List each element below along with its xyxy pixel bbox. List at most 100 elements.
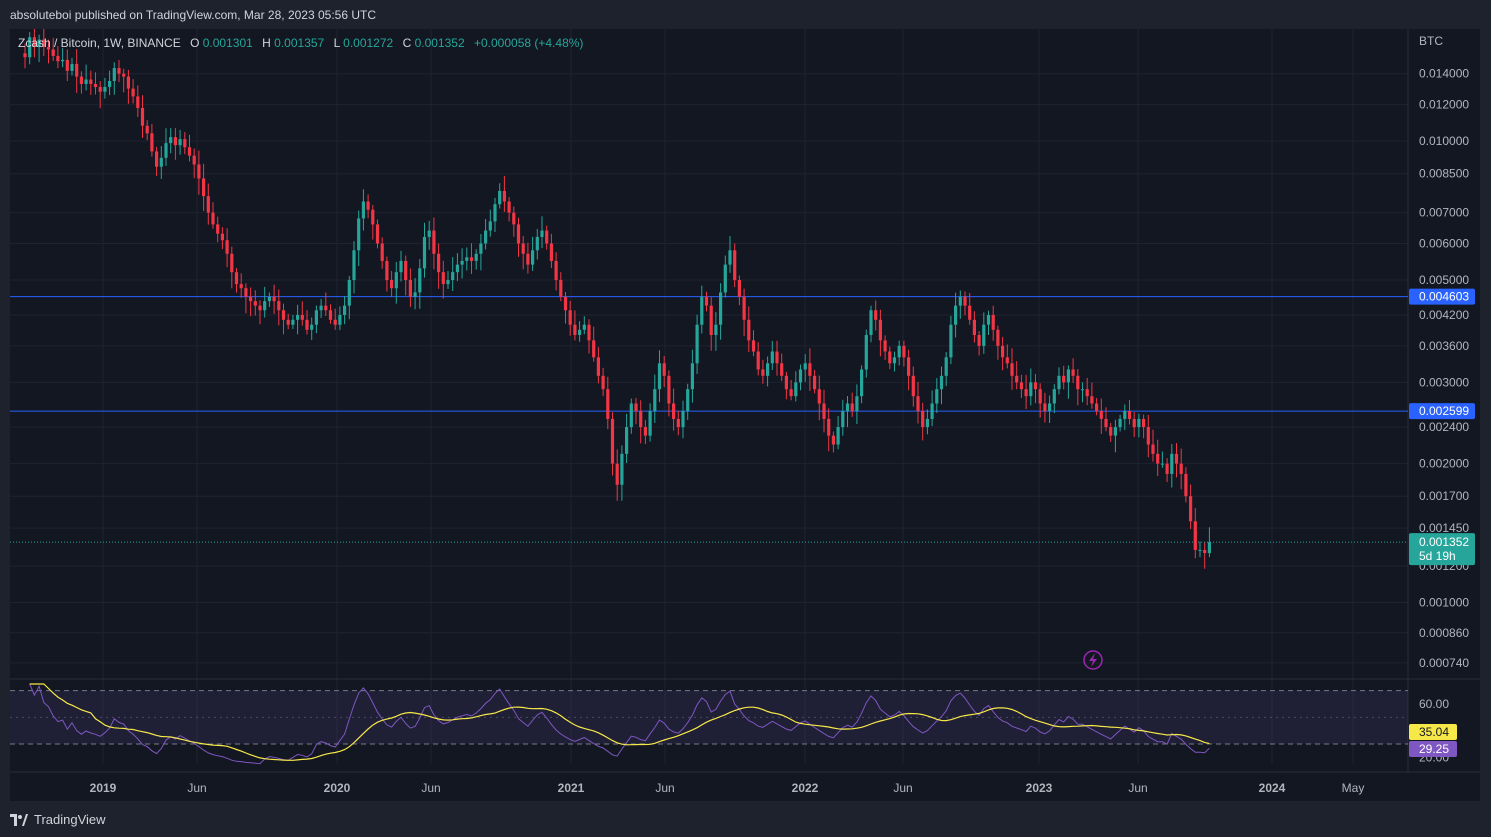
price-tick-label: 0.002000 (1419, 457, 1469, 471)
candle-body (244, 288, 248, 297)
candle-body (615, 463, 619, 485)
price-tick-label: 0.010000 (1419, 134, 1469, 148)
candle-body (249, 296, 253, 302)
rsi-tick-label: 60.00 (1419, 697, 1449, 711)
candle-body (347, 280, 351, 306)
candle-body (1066, 369, 1070, 383)
candle-body (573, 324, 577, 336)
candle-body (690, 363, 694, 390)
price-tick-label: 0.007000 (1419, 206, 1469, 220)
candle-body (140, 107, 145, 126)
candle-body (286, 319, 290, 325)
candle-body (418, 268, 422, 293)
candle-body (780, 363, 784, 376)
candle-body (766, 363, 770, 376)
candle-body (620, 453, 624, 485)
lightning-icon[interactable] (1083, 650, 1103, 670)
level-price-label: 0.002599 (1419, 404, 1469, 418)
candle-body (860, 369, 864, 397)
candle-body (1104, 418, 1108, 428)
candle-body (460, 260, 464, 265)
candle-body (1160, 463, 1164, 465)
candle-body (954, 305, 958, 325)
candle-body (319, 305, 323, 311)
chart-panel[interactable]: 0.014000 0.012000 0.010000 0.008500 0.007000… (10, 28, 1480, 801)
price-tick-label: 0.014000 (1419, 67, 1469, 81)
candle-body (437, 253, 441, 273)
candle-body (75, 63, 79, 77)
candle-body (968, 305, 972, 320)
candle-body (267, 296, 271, 302)
candle-body (300, 314, 304, 320)
candle-body (159, 157, 163, 167)
candle-body (916, 396, 920, 412)
price-tick-label: 0.001450 (1419, 521, 1469, 535)
candle-body (206, 196, 210, 213)
candle-body (61, 59, 65, 62)
candle-body (545, 230, 549, 244)
candle-body (747, 319, 751, 341)
candle-body (465, 257, 469, 261)
candle-body (629, 403, 633, 428)
candle-body (1113, 427, 1117, 436)
candle-body (122, 73, 126, 77)
candle-body (178, 139, 182, 146)
candle-body (390, 280, 394, 289)
candle-body (291, 319, 295, 325)
candle-body (361, 201, 365, 219)
legend-change: +0.000058 (+4.48%) (474, 36, 583, 50)
candle-body (704, 296, 709, 306)
horizontal-levels (10, 296, 1408, 412)
candle-body (977, 335, 981, 346)
time-tick-label: Jun (655, 781, 674, 795)
candle-body (1052, 389, 1056, 404)
candle-body (822, 403, 826, 419)
candle-body (855, 396, 859, 412)
candle-body (883, 340, 887, 352)
candle-body (568, 310, 572, 325)
footer-brand: TradingView (34, 812, 106, 827)
candle-body (150, 133, 154, 152)
candle-body (211, 212, 215, 225)
level-price-label: 0.004603 (1419, 290, 1469, 304)
chart-svg[interactable]: 0.014000 0.012000 0.010000 0.008500 0.007000… (10, 28, 1480, 801)
candle-body (911, 375, 915, 397)
candle-body (427, 230, 431, 237)
level-price-tag (1409, 288, 1475, 305)
candle-body (183, 139, 187, 148)
candle-body (338, 314, 342, 325)
candle-body (296, 314, 300, 320)
candle-body (343, 305, 347, 315)
legend-low-value: 0.001272 (343, 36, 393, 50)
candle-body (164, 143, 168, 158)
rsi-ma-value: 35.04 (1419, 725, 1449, 739)
candle-body (681, 411, 685, 428)
candle-body (540, 230, 544, 237)
candle-body (1184, 473, 1188, 497)
candle-body (676, 418, 680, 428)
time-tick-label: Jun (893, 781, 912, 795)
level-price-tag (1409, 403, 1475, 420)
candle-body (930, 403, 934, 419)
candle-body (751, 340, 756, 352)
candle-body (1189, 496, 1193, 522)
candle-body (813, 375, 817, 390)
candlestick-series (23, 28, 1211, 569)
price-tick-label: 0.012000 (1419, 98, 1469, 112)
candle-body (709, 305, 713, 336)
candle-body (897, 345, 901, 358)
candle-body (1132, 418, 1136, 428)
legend-open-value: 0.001301 (203, 36, 253, 50)
rsi-line (29, 683, 1210, 765)
candle-body (892, 357, 897, 364)
candle-body (474, 253, 478, 261)
candle-body (93, 83, 98, 88)
candle-body (1090, 396, 1094, 404)
candle-body (502, 190, 506, 202)
time-axis[interactable]: 2019 Jun 2020 Jun 2021 Jun 2022 Jun 2023 Jun 2024 M… (90, 781, 1365, 795)
price-tick-label: 0.002400 (1419, 420, 1469, 434)
candle-body (794, 382, 798, 397)
price-axis[interactable]: 0.014000 0.012000 0.010000 0.008500 0.007000… (1409, 34, 1475, 764)
candle-body (1024, 389, 1028, 397)
candle-body (1165, 463, 1169, 474)
